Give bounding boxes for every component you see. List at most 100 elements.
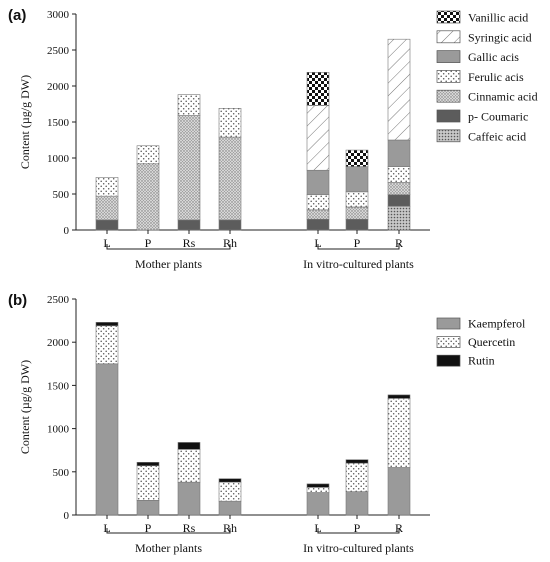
bar-segment-vanillic-acid-p [345,149,369,167]
bar-segment-cinnamic-acid-l [95,195,119,221]
bar-segment-cinnamic-acid-p [345,206,369,220]
legend-label-rutin: Rutin [468,354,495,368]
x-category-label: P [145,236,152,250]
legend-label-ferulic-acis: Ferulic acis [468,70,524,84]
legend-label-caffeic-acid: Caffeic acid [468,129,526,143]
y-tick-label: 0 [64,510,70,522]
bar-segment-ferulic-acis-r [387,166,411,183]
x-category-label: L [103,236,110,250]
bar-segment-cinnamic-acid-l [306,209,330,220]
bar-segment-rutin-rs [177,442,201,450]
legend-label-kaempferol: Kaempferol [468,317,526,331]
legend-label-p-coumaric: p- Coumaric [468,110,528,124]
bar-segment-p-coumaric-rs [177,219,201,231]
x-category-label: Rs [183,236,196,250]
legend-label-vanillic-acid: Vanillic acid [468,11,528,25]
legend-swatch-vanillic-acid [436,10,461,24]
bar-segment-cinnamic-acid-p [136,163,160,231]
bar-segment-syringic-acid-l [306,105,330,171]
bar-segment-vanillic-acid-l [306,72,330,106]
y-tick-label: 500 [53,467,70,479]
y-tick-label: 2000 [47,81,70,93]
y-tick-label: 0 [64,225,70,237]
y-tick-label: 500 [53,189,70,201]
bar-segment-cinnamic-acid-rs [177,115,201,221]
bar-segment-kaempferol-r [387,467,411,516]
legend-swatch-p-coumaric [436,109,461,123]
legend-swatch-rutin [436,354,461,367]
legend-swatch-caffeic-acid [436,129,461,143]
bar-segment-quercetin-rs [177,449,201,483]
bar-segment-p-coumaric-rh [218,219,242,231]
legend-label-cinnamic-acid: Cinnamic acid [468,90,538,104]
bar-segment-p-coumaric-l [95,219,119,231]
legend-swatch-cinnamic-acid [436,89,461,103]
y-tick-label: 1500 [47,380,70,392]
bar-segment-kaempferol-l [306,492,330,516]
bar-segment-kaempferol-l [95,363,119,516]
bar-segment-rutin-p [136,461,160,467]
bar-segment-p-coumaric-r [387,194,411,207]
bar-segment-quercetin-l [95,325,119,365]
legend-label-quercetin: Quercetin [468,335,515,349]
group-label: In vitro-cultured plants [303,257,414,271]
legend-label-syringic-acid: Syringic acid [468,30,532,44]
bar-segment-quercetin-p [345,462,369,492]
bar-segment-ferulic-acis-p [345,191,369,208]
legend-label-gallic-acis: Gallic acis [468,50,519,64]
bar-segment-gallic-acis-p [345,166,369,193]
bar-segment-p-coumaric-p [345,218,369,231]
bar-segment-rutin-p [345,459,369,464]
legend-swatch-ferulic-acis [436,70,461,83]
bar-segment-cinnamic-acid-rh [218,136,242,221]
y-tick-label: 2000 [47,337,70,349]
y-axis-label: Content (µg/g DW) [18,75,32,169]
group-label: Mother plants [135,257,202,271]
x-category-label: P [145,521,152,535]
x-category-label: R [395,236,403,250]
legend-swatch-kaempferol [436,317,461,330]
bar-segment-ferulic-acis-l [95,177,119,197]
group-label: In vitro-cultured plants [303,541,414,555]
bar-segment-kaempferol-rs [177,481,201,516]
bar-segment-gallic-acis-l [306,169,330,196]
legend-swatch-gallic-acis [436,50,461,63]
bar-segment-ferulic-acis-l [306,194,330,211]
bar-segment-ferulic-acis-rs [177,94,201,116]
bar-segment-rutin-r [387,394,411,399]
bar-segment-rutin-l [306,483,330,488]
bar-segment-p-coumaric-l [306,218,330,231]
bar-segment-gallic-acis-r [387,139,411,167]
bar-segment-kaempferol-p [345,491,369,516]
panel-label: (b) [8,292,27,309]
bar-segment-kaempferol-rh [218,500,242,516]
group-label: Mother plants [135,541,202,555]
x-category-label: Rs [183,521,196,535]
bar-segment-quercetin-r [387,398,411,468]
panel-label: (a) [8,7,26,24]
y-tick-label: 1500 [47,117,70,129]
y-tick-label: 1000 [47,153,70,165]
x-category-label: Rh [223,236,237,250]
bar-segment-quercetin-rh [218,481,242,502]
y-tick-label: 2500 [47,45,70,57]
group-bracket [317,528,400,534]
x-category-label: P [354,521,361,535]
bar-segment-kaempferol-p [136,500,160,516]
bar-segment-ferulic-acis-rh [218,108,242,138]
x-category-label: L [314,236,321,250]
bar-segment-ferulic-acis-p [136,145,160,165]
x-category-label: P [354,236,361,250]
y-tick-label: 2500 [47,294,70,306]
bar-segment-syringic-acid-r [387,38,411,141]
bar-segment-cinnamic-acid-r [387,182,411,196]
group-bracket [106,528,231,534]
y-tick-label: 3000 [47,9,70,21]
y-axis-label: Content (µg/g DW) [18,360,32,454]
y-tick-label: 1000 [47,424,70,436]
group-bracket [106,244,231,250]
bar-segment-rutin-l [95,322,119,327]
legend-swatch-syringic-acid [436,30,461,44]
